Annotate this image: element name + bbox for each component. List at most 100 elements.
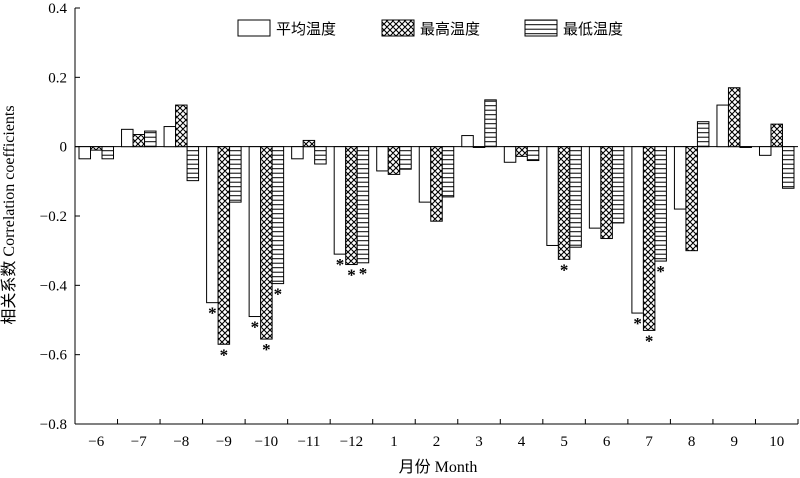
bar bbox=[758, 146, 772, 156]
bar bbox=[345, 146, 358, 266]
y-tick-label: −0.6 bbox=[40, 348, 68, 364]
x-tick-label: 8 bbox=[688, 434, 696, 450]
significance-star: * bbox=[251, 318, 260, 337]
significance-star: * bbox=[220, 345, 229, 364]
y-tick-label: 0 bbox=[60, 140, 68, 156]
bar bbox=[333, 146, 347, 255]
x-tick-label: −7 bbox=[131, 434, 147, 450]
x-tick-label: 6 bbox=[603, 434, 611, 450]
bar bbox=[90, 146, 103, 151]
significance-star: * bbox=[560, 260, 569, 279]
x-tick-label: 1 bbox=[390, 434, 398, 450]
bar bbox=[217, 146, 231, 345]
legend: 平均温度 最高温度 最低温度 bbox=[237, 19, 623, 38]
x-tick-label: 5 bbox=[560, 434, 568, 450]
bar bbox=[716, 104, 729, 148]
bar bbox=[144, 130, 157, 148]
legend-swatch bbox=[237, 19, 271, 37]
bar bbox=[526, 146, 540, 162]
significance-star: * bbox=[656, 262, 665, 281]
legend-swatch bbox=[381, 19, 415, 37]
bar bbox=[685, 146, 698, 252]
bar bbox=[132, 134, 146, 148]
bar bbox=[654, 146, 667, 262]
x-tick-label: −11 bbox=[297, 434, 320, 450]
bar bbox=[291, 146, 304, 160]
bar bbox=[387, 146, 401, 175]
significance-star: * bbox=[208, 304, 217, 323]
significance-star: * bbox=[347, 266, 356, 285]
bar bbox=[121, 128, 134, 148]
bar bbox=[229, 146, 242, 203]
bar bbox=[781, 146, 795, 189]
bar bbox=[503, 146, 517, 163]
significance-star: * bbox=[274, 285, 283, 304]
bar bbox=[484, 99, 497, 148]
y-axis-title: 相关系数 Correlation coefficients bbox=[0, 105, 18, 324]
y-tick-label: −0.8 bbox=[40, 417, 67, 433]
bar bbox=[588, 146, 602, 229]
bar bbox=[78, 146, 92, 160]
y-axis: 0.4 0.2 0 −0.2 −0.4 −0.6 −0.8 bbox=[40, 1, 80, 433]
legend-label: 平均温度 bbox=[276, 20, 336, 38]
bar bbox=[441, 146, 455, 198]
bar bbox=[399, 146, 412, 170]
significance-star: * bbox=[359, 264, 368, 283]
bar bbox=[673, 146, 687, 210]
bar bbox=[163, 126, 177, 148]
x-tick-label: 7 bbox=[645, 434, 653, 450]
bar bbox=[546, 146, 559, 246]
bar bbox=[631, 146, 644, 314]
legend-swatch bbox=[524, 19, 558, 37]
bar bbox=[569, 146, 582, 248]
x-tick-label: −9 bbox=[216, 434, 232, 450]
bar bbox=[271, 146, 285, 285]
significance-markers: ***** ** **** * bbox=[208, 255, 665, 364]
bar bbox=[611, 146, 625, 224]
x-tick-label: −6 bbox=[88, 434, 104, 450]
bar bbox=[430, 146, 443, 222]
bar bbox=[356, 146, 370, 264]
x-tick-label: 9 bbox=[730, 434, 738, 450]
bar bbox=[770, 123, 783, 148]
bar bbox=[727, 87, 741, 148]
x-tick-label: −8 bbox=[173, 434, 189, 450]
bar bbox=[186, 146, 200, 182]
significance-star: * bbox=[633, 314, 642, 333]
bar bbox=[260, 146, 273, 340]
bars bbox=[78, 87, 795, 345]
y-tick-label: 0.4 bbox=[48, 1, 67, 17]
y-tick-label: −0.4 bbox=[40, 278, 68, 294]
bar bbox=[302, 139, 316, 148]
significance-star: * bbox=[262, 340, 271, 359]
bar bbox=[175, 104, 188, 148]
bar bbox=[314, 146, 327, 165]
bar bbox=[515, 146, 528, 157]
bar bbox=[557, 146, 571, 260]
bar bbox=[101, 146, 115, 160]
bar bbox=[642, 146, 656, 331]
bar bbox=[376, 146, 389, 172]
legend-label: 最高温度 bbox=[420, 20, 480, 38]
x-tick-label: 10 bbox=[769, 434, 784, 450]
bar bbox=[472, 146, 486, 148]
bar bbox=[600, 146, 613, 240]
x-tick-label: 2 bbox=[433, 434, 441, 450]
significance-star: * bbox=[645, 331, 654, 350]
bar bbox=[206, 146, 219, 304]
bar bbox=[696, 121, 710, 148]
legend-label: 最低温度 bbox=[563, 20, 623, 38]
y-tick-label: −0.2 bbox=[40, 209, 67, 225]
x-tick-label: −10 bbox=[255, 434, 278, 450]
x-tick-label: 3 bbox=[475, 434, 483, 450]
x-tick-label: 4 bbox=[518, 434, 526, 450]
significance-star: * bbox=[336, 255, 345, 274]
bar bbox=[248, 146, 262, 318]
bar bbox=[461, 135, 474, 148]
bar bbox=[739, 146, 752, 148]
x-tick-label: −12 bbox=[340, 434, 363, 450]
x-axis-title: 月份 Month bbox=[399, 458, 478, 476]
y-tick-label: 0.2 bbox=[48, 70, 67, 86]
bar bbox=[418, 146, 432, 203]
